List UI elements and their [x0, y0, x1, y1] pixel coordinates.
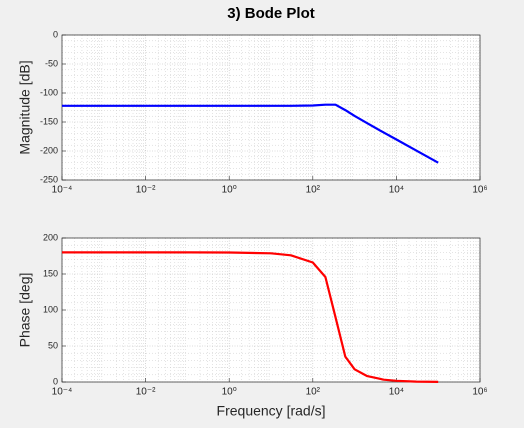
x-tick-label: 10⁰: [222, 387, 237, 398]
x-tick-label: 10⁻⁴: [52, 387, 73, 398]
y-axis-label: Magnitude [dB]: [17, 60, 33, 154]
x-axis-label: Frequency [rad/s]: [217, 403, 326, 419]
y-tick-label: -50: [45, 58, 58, 68]
x-tick-label: 10⁻²: [136, 185, 156, 196]
axes-box: [61, 34, 481, 181]
y-tick-label: -200: [40, 145, 58, 155]
x-tick-label: 10⁰: [222, 185, 237, 196]
data-line: [62, 103, 439, 164]
y-tick-label: 0: [53, 376, 58, 386]
y-tick-label: 0: [53, 29, 58, 39]
y-tick-label: 200: [43, 232, 58, 242]
axes-box: [61, 237, 481, 383]
y-tick-label: 50: [48, 340, 58, 350]
y-tick-label: -250: [40, 174, 58, 184]
plot-area: [62, 35, 480, 180]
x-tick-label: 10⁶: [472, 185, 487, 196]
x-tick-label: 10⁴: [389, 387, 404, 398]
x-tick-label: 10⁴: [389, 185, 404, 196]
x-tick-label: 10⁻²: [136, 387, 156, 398]
chart-title: 3) Bode Plot: [227, 5, 315, 22]
data-line: [62, 251, 439, 383]
x-tick-label: 10⁶: [472, 387, 487, 398]
y-tick-label: 150: [43, 268, 58, 278]
x-tick-label: 10²: [306, 387, 321, 398]
x-tick-label: 10²: [306, 185, 321, 196]
x-tick-label: 10⁻⁴: [52, 185, 73, 196]
y-axis-label: Phase [deg]: [17, 273, 33, 348]
y-tick-label: -100: [40, 87, 58, 97]
y-tick-label: -150: [40, 116, 58, 126]
y-tick-label: 100: [43, 304, 58, 314]
